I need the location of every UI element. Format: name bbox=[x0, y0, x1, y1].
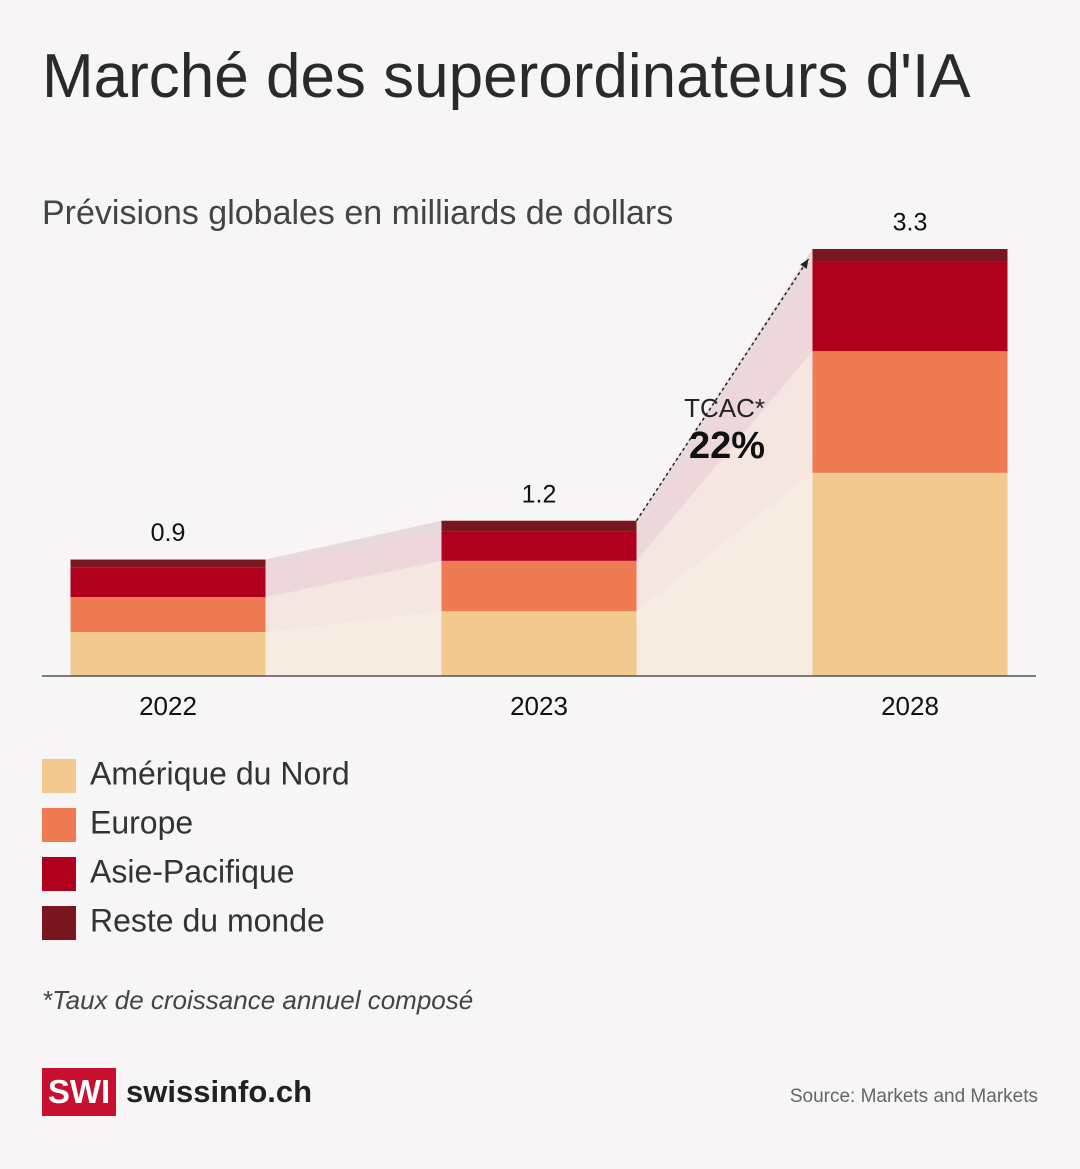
x-tick-label: 2022 bbox=[139, 691, 197, 721]
bar-segment bbox=[70, 559, 266, 568]
total-label: 3.3 bbox=[893, 209, 928, 237]
legend-swatch bbox=[42, 906, 76, 940]
connector-band bbox=[265, 611, 442, 676]
connector-band bbox=[636, 351, 813, 612]
connector-band bbox=[265, 560, 442, 633]
total-label: 1.2 bbox=[522, 480, 557, 508]
annotation-value: 22% bbox=[689, 425, 765, 467]
x-tick-label: 2023 bbox=[510, 691, 568, 721]
bar-segment bbox=[70, 632, 266, 676]
legend-label: Reste du monde bbox=[90, 902, 325, 938]
bar-segment bbox=[812, 249, 1008, 262]
legend-label: Europe bbox=[90, 804, 193, 840]
connector-band bbox=[265, 520, 442, 568]
cagr-arrow bbox=[635, 258, 810, 522]
bar-segment bbox=[441, 531, 637, 561]
x-tick-label: 2028 bbox=[881, 691, 939, 721]
footnote: *Taux de croissance annuel composé bbox=[42, 985, 474, 1015]
logo: SWI bbox=[42, 1068, 116, 1116]
legend-label: Amérique du Nord bbox=[90, 755, 350, 791]
legend-swatch bbox=[42, 857, 76, 891]
bar-segment bbox=[441, 520, 637, 532]
bar-segment bbox=[812, 351, 1008, 473]
connector-band bbox=[265, 531, 442, 598]
legend-label: Asie-Pacifique bbox=[90, 853, 295, 889]
bar-segment bbox=[441, 560, 637, 612]
legend-swatch bbox=[42, 759, 76, 793]
bar-segment bbox=[70, 597, 266, 633]
brand-name: swissinfo.ch bbox=[126, 1074, 313, 1109]
legend-swatch bbox=[42, 808, 76, 842]
cagr-arrowhead bbox=[800, 259, 809, 269]
source: Source: Markets and Markets bbox=[789, 1086, 1038, 1107]
chart-title: Marché des superordinateurs d'IA bbox=[42, 42, 971, 111]
bar-segment bbox=[441, 611, 637, 676]
bar-segment bbox=[70, 567, 266, 598]
chart-subtitle: Prévisions globales en milliards de doll… bbox=[42, 194, 674, 232]
connector-band bbox=[636, 261, 813, 561]
annotation-label: TCAC* bbox=[684, 393, 765, 423]
bar-segment bbox=[812, 472, 1008, 676]
total-label: 0.9 bbox=[151, 519, 186, 547]
connector-band bbox=[636, 472, 813, 676]
bar-segment bbox=[812, 261, 1008, 352]
